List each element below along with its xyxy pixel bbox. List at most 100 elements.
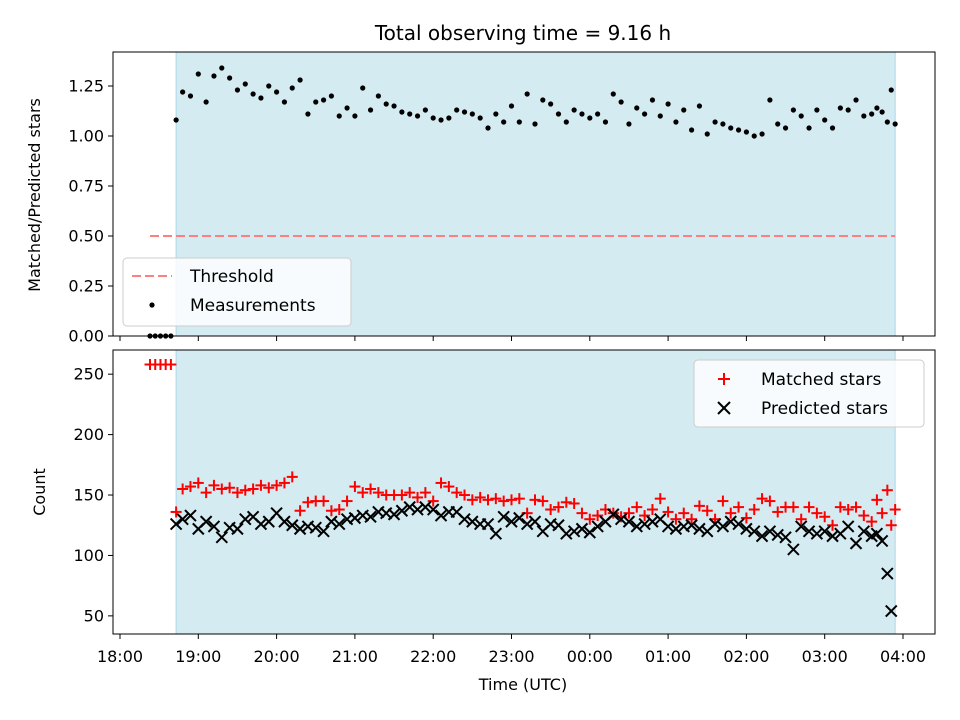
matched-point (834, 501, 846, 513)
measurement-point (430, 115, 436, 121)
matched-point (404, 487, 416, 499)
x-tick-label: 22:00 (410, 647, 456, 666)
measurement-point (461, 109, 468, 115)
bottom-x-ticks: 18:00 19:00 20:00 21:00 22:00 23:00 00:00 01:00… (97, 634, 926, 666)
measurement-point (720, 121, 726, 127)
predicted-point (885, 604, 898, 618)
x-tick-label: 02:00 (723, 647, 769, 666)
y-tick-label: 250 (73, 365, 104, 384)
bottom-panel: 50 100 150 200 250 18:00 19:00 20:00 21:00 22:00… (30, 349, 936, 694)
predicted-point (638, 517, 651, 531)
measurement-point (258, 95, 264, 101)
predicted-point (560, 527, 573, 540)
measurement-point (837, 105, 843, 111)
predicted-point (881, 567, 894, 580)
measurement-point (328, 93, 335, 99)
measurement-point (399, 109, 405, 115)
x-axis-label: Time (UTC) (478, 675, 567, 694)
top-legend: Threshold Measurements (122, 257, 352, 327)
measurement-point (845, 107, 851, 113)
predicted-point (685, 519, 698, 532)
measurement-point (806, 125, 812, 131)
matched-point (333, 504, 345, 516)
measurement-point (320, 97, 327, 103)
matched-point (876, 507, 888, 519)
x-tick-label: 00:00 (567, 647, 613, 666)
matched-point (419, 487, 431, 499)
predicted-points (169, 500, 898, 618)
measurement-point (391, 103, 397, 109)
predicted-point (575, 522, 589, 536)
matched-point (866, 516, 878, 528)
predicted-point (239, 512, 252, 526)
matched-point (349, 481, 361, 493)
predicted-point (403, 500, 416, 514)
measurement-point (313, 99, 319, 105)
matched-point (819, 511, 831, 523)
measurement-point (485, 125, 491, 131)
measurement-point (602, 119, 609, 125)
measurement-point (681, 107, 687, 113)
matched-point (654, 493, 666, 505)
measurement-point (438, 117, 444, 123)
measurement-point (516, 119, 522, 125)
predicted-point (779, 531, 792, 544)
matched-point (885, 519, 897, 531)
measurement-point (454, 107, 460, 113)
predicted-point (395, 504, 409, 517)
x-tick-label: 03:00 (802, 647, 848, 666)
bottom-axes-frame (112, 349, 936, 635)
matched-point (357, 487, 369, 499)
predicted-point (278, 515, 291, 528)
measurement-point (743, 129, 750, 135)
measurement-point (814, 107, 820, 113)
predicted-point (293, 522, 307, 536)
predicted-point (176, 512, 189, 526)
matched-point (271, 479, 283, 491)
measurement-point (383, 101, 389, 107)
measurement-point (242, 81, 248, 87)
x-tick-label: 23:00 (488, 647, 534, 666)
predicted-point (870, 527, 884, 540)
matched-point (177, 483, 189, 495)
matched-point (302, 496, 314, 508)
predicted-point (810, 527, 824, 540)
measurement-point (274, 89, 280, 95)
measurement-point (634, 105, 640, 111)
matched-point (474, 491, 486, 503)
measurement-point (227, 75, 233, 81)
measurement-point (234, 87, 241, 93)
matched-point (239, 484, 251, 496)
matched-point (850, 501, 862, 513)
matched-point (881, 484, 893, 496)
top-y-axis-label: Matched/Predicted stars (25, 98, 44, 292)
matched-point (686, 513, 698, 525)
predicted-point (614, 512, 628, 526)
predicted-point (875, 534, 889, 548)
matched-point (513, 493, 525, 505)
matched-point (482, 494, 494, 506)
legend-threshold-label: Threshold (189, 267, 274, 287)
matched-point (263, 482, 275, 494)
predicted-point (841, 520, 855, 533)
predicted-point (286, 519, 299, 532)
measurement-point (305, 111, 311, 117)
predicted-point (184, 509, 197, 522)
y-tick-label: 150 (73, 486, 104, 505)
matched-point (842, 504, 854, 516)
predicted-point (497, 510, 510, 523)
y-tick-label: 1.25 (68, 77, 104, 96)
matched-point (803, 501, 815, 513)
measurement-point (352, 113, 358, 119)
predicted-point (607, 508, 620, 521)
measurement-point (195, 71, 201, 77)
matched-point (740, 512, 752, 524)
matched-point (733, 501, 745, 513)
legend-matched-label: Matched stars (761, 370, 881, 390)
predicted-point (169, 517, 183, 531)
predicted-point (748, 525, 761, 538)
measurement-point (532, 121, 538, 127)
matched-point (365, 483, 377, 495)
measurement-point (673, 119, 679, 125)
